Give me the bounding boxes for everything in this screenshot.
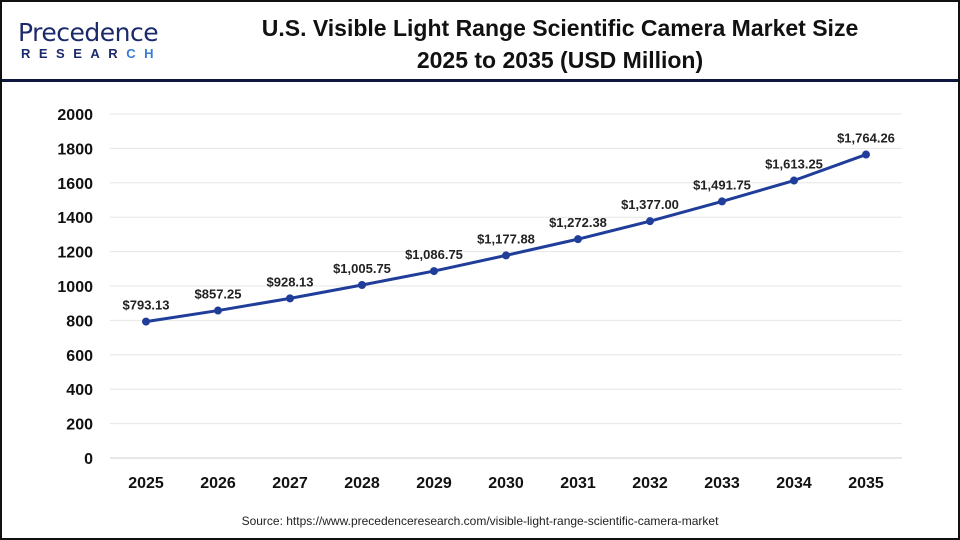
data-label: $1,491.75 [693, 177, 751, 192]
y-tick-label: 2000 [57, 107, 93, 124]
data-point [214, 306, 222, 315]
x-tick-label: 2028 [344, 475, 380, 492]
header-divider [2, 79, 958, 82]
data-point [430, 267, 438, 276]
data-label: $857.25 [195, 287, 242, 302]
data-label: $1,177.88 [477, 231, 535, 246]
data-point [790, 176, 798, 185]
data-label: $793.13 [123, 298, 170, 313]
source-note: Source: https://www.precedenceresearch.c… [241, 514, 719, 528]
data-point [358, 281, 366, 290]
data-point [502, 251, 510, 260]
data-point [286, 294, 294, 303]
y-tick-label: 0 [84, 451, 93, 468]
title-line-2: 2025 to 2035 (USD Million) [416, 47, 704, 73]
x-tick-label: 2029 [416, 475, 452, 492]
y-tick-label: 1600 [57, 176, 93, 193]
y-tick-label: 600 [66, 348, 93, 365]
chart-title: U.S. Visible Light Range Scientific Came… [200, 12, 920, 76]
data-label: $1,613.25 [765, 157, 823, 172]
x-tick-label: 2035 [848, 475, 884, 492]
data-label: $928.13 [267, 274, 314, 289]
x-tick-label: 2034 [776, 475, 812, 492]
data-point [142, 317, 150, 326]
data-label: $1,377.00 [621, 197, 679, 212]
data-label: $1,005.75 [333, 261, 391, 276]
data-label: $1,272.38 [549, 215, 607, 230]
data-point [574, 235, 582, 244]
x-tick-label: 2031 [560, 475, 596, 492]
data-point [718, 197, 726, 206]
y-tick-label: 1400 [57, 210, 93, 227]
data-label: $1,086.75 [405, 247, 463, 262]
x-tick-label: 2027 [272, 475, 308, 492]
y-tick-label: 400 [66, 382, 93, 399]
precedence-research-logo: Precedence RESEARCH [18, 18, 162, 62]
y-tick-label: 1000 [57, 279, 93, 296]
x-tick-label: 2026 [200, 475, 236, 492]
y-tick-label: 200 [66, 417, 93, 434]
data-label: $1,764.26 [837, 131, 895, 146]
data-point [646, 217, 654, 226]
y-tick-label: 1800 [57, 141, 93, 158]
data-point [862, 150, 870, 159]
y-tick-label: 1200 [57, 245, 93, 262]
title-line-1: U.S. Visible Light Range Scientific Came… [261, 15, 859, 41]
y-tick-label: 800 [66, 313, 93, 330]
x-tick-label: 2032 [632, 475, 668, 492]
x-tick-label: 2025 [128, 475, 164, 492]
x-tick-label: 2030 [488, 475, 524, 492]
x-tick-label: 2033 [704, 475, 740, 492]
